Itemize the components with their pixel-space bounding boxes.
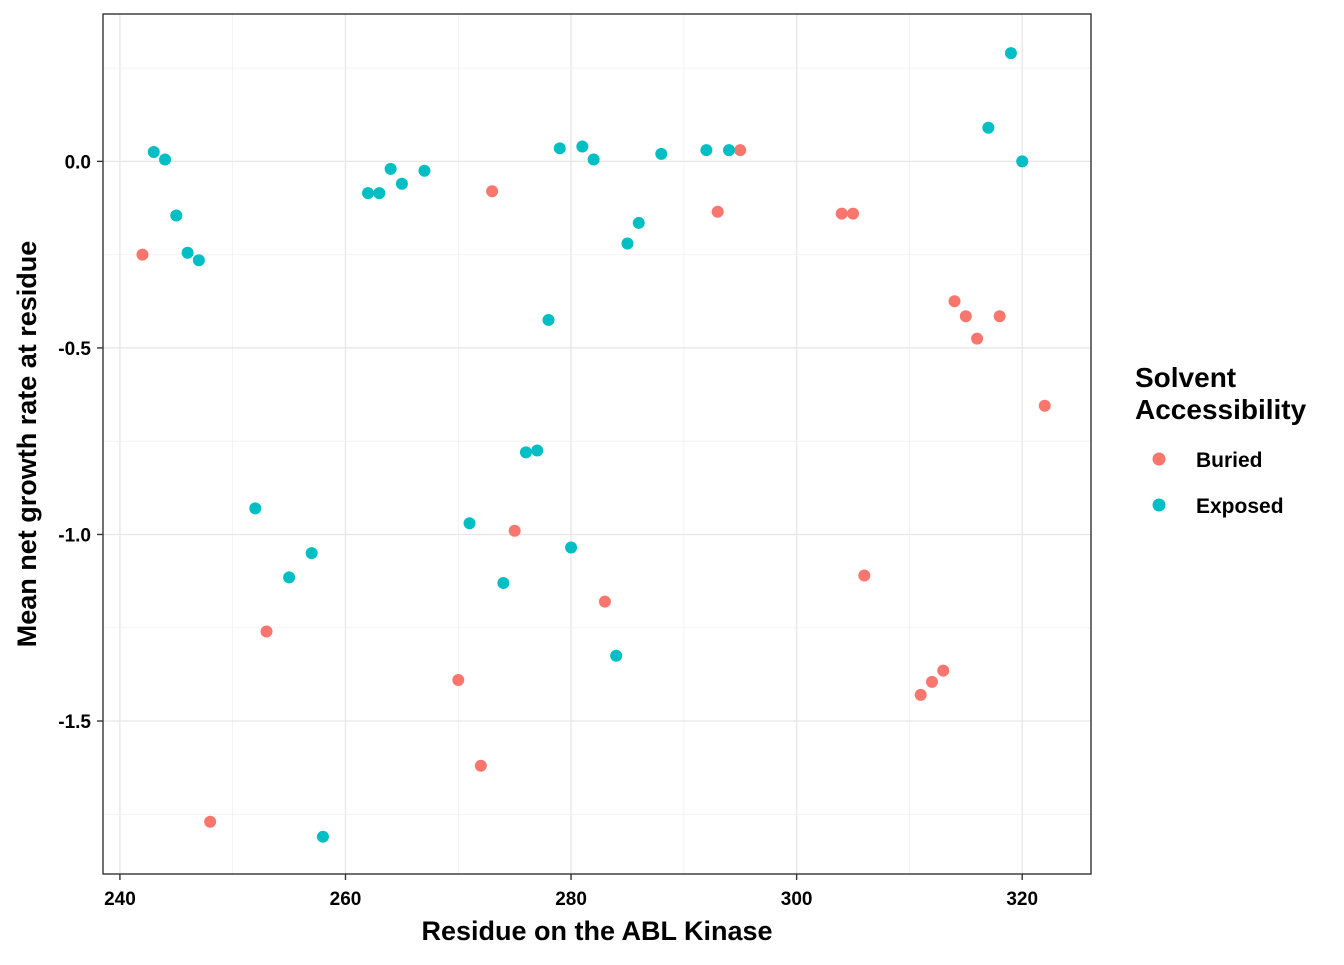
point-buried — [734, 144, 747, 157]
point-exposed — [542, 313, 555, 326]
legend-title-line-1: Solvent — [1135, 362, 1236, 393]
point-exposed — [159, 153, 172, 166]
point-exposed — [519, 446, 532, 459]
point-buried — [925, 675, 938, 688]
legend-label-buried: Buried — [1196, 449, 1263, 472]
point-exposed — [700, 144, 713, 157]
point-exposed — [565, 541, 578, 554]
point-exposed — [316, 830, 329, 843]
point-exposed — [192, 254, 205, 267]
x-axis-title: Residue on the ABL Kinase — [421, 916, 772, 946]
y-tick-label: 0.0 — [65, 152, 91, 173]
y-axis-title: Mean net growth rate at residue — [12, 241, 42, 648]
point-buried — [959, 310, 972, 323]
point-buried — [847, 207, 860, 220]
x-tick-label: 320 — [1006, 889, 1038, 910]
point-exposed — [587, 153, 600, 166]
point-buried — [858, 569, 871, 582]
point-exposed — [395, 177, 408, 190]
point-exposed — [982, 121, 995, 134]
grid — [103, 14, 1091, 874]
point-exposed — [249, 502, 262, 515]
point-buried — [1038, 399, 1051, 412]
point-exposed — [576, 140, 589, 153]
point-buried — [204, 815, 217, 828]
point-exposed — [553, 142, 566, 155]
point-buried — [948, 295, 961, 308]
point-exposed — [1004, 47, 1017, 60]
y-tick-label: -1.5 — [58, 712, 91, 733]
data-points — [136, 47, 1051, 843]
point-exposed — [722, 144, 735, 157]
x-tick-label: 280 — [555, 889, 587, 910]
point-exposed — [147, 146, 160, 159]
point-exposed — [373, 187, 386, 200]
axes: 240 260 280 300 320 0.0 -0.5 -1.0 -1.5 — [58, 152, 1038, 910]
point-buried — [136, 248, 149, 261]
y-tick-label: -1.0 — [58, 525, 91, 546]
point-exposed — [305, 547, 318, 560]
point-buried — [711, 205, 724, 218]
point-exposed — [632, 216, 645, 229]
legend-title-line-2: Accessibility — [1135, 394, 1307, 425]
point-exposed — [283, 571, 296, 584]
x-tick-label: 260 — [330, 889, 362, 910]
point-exposed — [463, 517, 476, 530]
point-buried — [598, 595, 611, 608]
point-buried — [260, 625, 273, 638]
point-buried — [937, 664, 950, 677]
x-tick-label: 300 — [781, 889, 813, 910]
point-buried — [486, 185, 499, 198]
point-exposed — [655, 147, 668, 160]
point-exposed — [181, 246, 194, 259]
point-buried — [452, 673, 465, 686]
point-exposed — [384, 162, 397, 175]
x-tick-label: 240 — [104, 889, 136, 910]
legend-label-exposed: Exposed — [1196, 495, 1284, 518]
panel-border — [102, 13, 1092, 875]
legend-key-buried — [1152, 452, 1166, 466]
point-exposed — [1016, 155, 1029, 168]
point-buried — [835, 207, 848, 220]
point-exposed — [170, 209, 183, 222]
point-exposed — [621, 237, 634, 250]
point-exposed — [497, 576, 510, 589]
point-buried — [993, 310, 1006, 323]
point-exposed — [362, 187, 375, 200]
point-exposed — [418, 164, 431, 177]
y-tick-label: -0.5 — [58, 339, 91, 360]
point-buried — [474, 759, 487, 772]
point-exposed — [610, 649, 623, 662]
point-buried — [508, 524, 521, 537]
point-buried — [914, 688, 927, 701]
point-buried — [971, 332, 984, 345]
point-exposed — [531, 444, 544, 457]
legend-key-exposed — [1152, 498, 1166, 512]
legend: Solvent Accessibility Buried Exposed — [1135, 362, 1307, 518]
